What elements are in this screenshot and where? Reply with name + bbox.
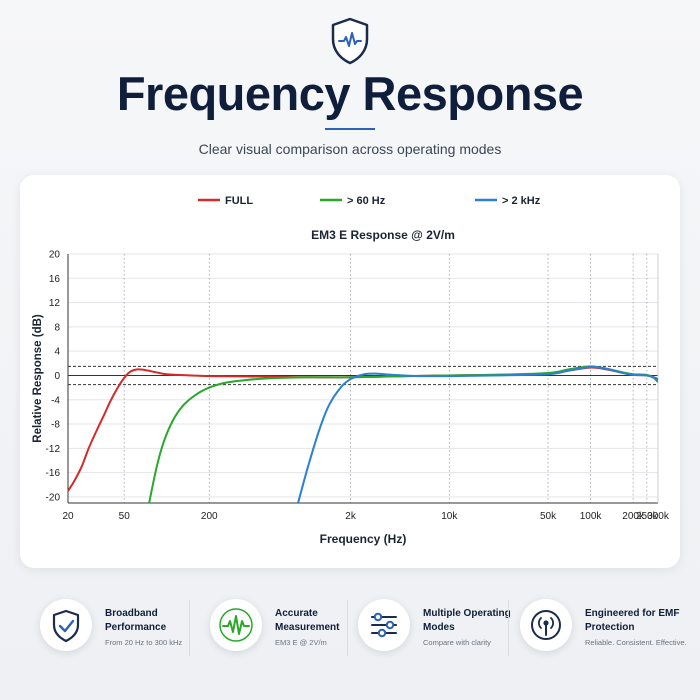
feature-title: Accurate Measurement	[275, 608, 340, 633]
title-underline	[325, 128, 375, 130]
feature-desc: EM3 E @ 2V/m	[275, 638, 327, 647]
y-axis-label: Relative Response (dB)	[32, 314, 44, 443]
y-tick-label: 4	[54, 347, 60, 358]
series-line-60-hz	[148, 365, 658, 503]
feature-broadband: Broadband Performance From 20 Hz to 300 …	[40, 588, 200, 668]
feature-title: Engineered for EMF Protection	[585, 608, 680, 633]
chart-card: FULL > 60 Hz > 2 kHz EM3 E Response @ 2V/m 2…	[20, 175, 680, 568]
y-tick-label: 12	[49, 298, 61, 309]
feature-title: Multiple Operating Modes	[423, 608, 511, 633]
page-subtitle: Clear visual comparison across operating…	[198, 141, 502, 157]
divider	[189, 600, 190, 656]
x-axis-label: Frequency (Hz)	[320, 532, 407, 546]
y-tick-label: 8	[54, 322, 60, 333]
feature-title: Broadband Performance	[105, 608, 167, 633]
x-tick-label: 20	[62, 511, 74, 522]
y-tick-label: -12	[46, 444, 61, 455]
y-tick-label: 20	[49, 250, 61, 261]
feature-emf: Engineered for EMF Protection Reliable. …	[520, 588, 690, 668]
y-tick-label: 16	[49, 274, 61, 285]
x-tick-label: 300k	[647, 511, 670, 522]
x-tick-label: 10k	[441, 511, 458, 522]
sliders-icon	[358, 599, 410, 651]
feature-row: Broadband Performance From 20 Hz to 300 …	[0, 588, 700, 678]
shield-check-icon	[40, 599, 92, 651]
y-tick-label: -20	[46, 492, 61, 503]
x-tick-label: 50	[119, 511, 131, 522]
legend-label: FULL	[225, 195, 253, 207]
y-tick-label: -8	[51, 420, 60, 431]
x-tick-label: 200k	[622, 511, 645, 522]
divider	[508, 600, 509, 656]
frequency-response-chart: FULL > 60 Hz > 2 kHz EM3 E Response @ 2V/m 2…	[32, 195, 670, 546]
page-title: Frequency Response	[116, 67, 584, 120]
x-tick-label: 100k	[580, 511, 603, 522]
y-tick-label: -4	[51, 395, 60, 406]
x-tick-label: 200	[201, 511, 218, 522]
feature-desc: Reliable. Consistent. Effective.	[585, 638, 687, 647]
y-tick-label: -16	[46, 468, 61, 479]
waveform-icon	[210, 599, 262, 651]
x-tick-label: 2k	[345, 511, 357, 522]
feature-modes: Multiple Operating Modes Compare with cl…	[358, 588, 511, 668]
divider	[347, 600, 348, 656]
chart-title: EM3 E Response @ 2V/m	[311, 228, 455, 242]
x-tick-label: 250k	[636, 511, 659, 522]
feature-accurate: Accurate Measurement EM3 E @ 2V/m	[210, 588, 350, 668]
legend-label: > 60 Hz	[347, 195, 386, 207]
series-line-2-khz	[297, 365, 658, 503]
shield-waveform-icon	[331, 17, 369, 65]
emf-antenna-icon	[520, 599, 572, 651]
x-tick-label: 50k	[540, 511, 557, 522]
legend-label: > 2 kHz	[502, 195, 541, 207]
y-tick-label: 0	[54, 371, 60, 382]
feature-desc: Compare with clarity	[423, 638, 491, 647]
feature-desc: From 20 Hz to 300 kHz	[105, 638, 183, 647]
